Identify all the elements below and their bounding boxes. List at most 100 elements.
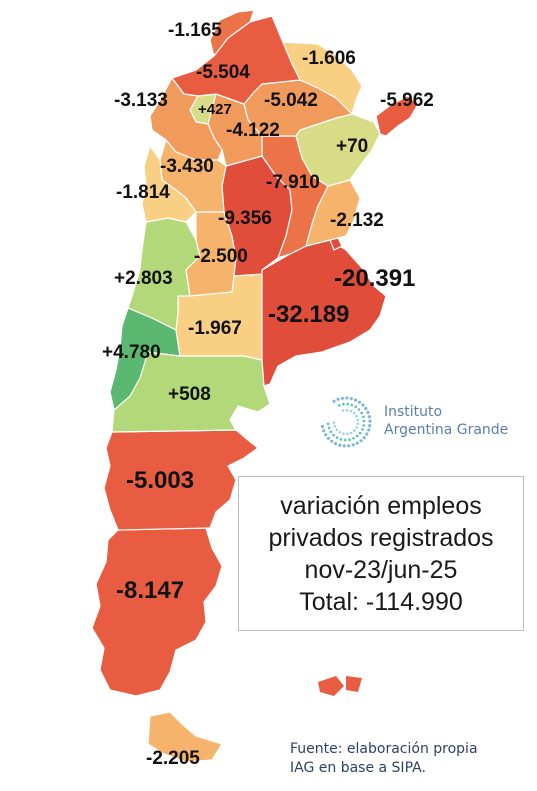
logo-dot: [342, 432, 345, 435]
source-note: Fuente: elaboración propia IAG en base a…: [290, 740, 478, 778]
province-santa-cruz: [91, 527, 223, 697]
logo-dot: [338, 443, 342, 447]
logo-line-2: Argentina Grande: [384, 422, 509, 438]
logo-dot: [355, 414, 358, 418]
logo-dot: [358, 431, 362, 435]
logo-dot: [366, 410, 370, 414]
logo-dot: [349, 409, 353, 413]
label-catamarca: -3.133: [114, 90, 168, 111]
province-misiones: [375, 95, 419, 137]
label-san-juan: -1.814: [116, 182, 170, 203]
source-line-2: IAG en base a SIPA.: [290, 760, 426, 776]
logo-dot: [359, 439, 363, 443]
province-tierra-del-fuego: [147, 711, 223, 763]
source-line-1: Fuente: elaboración propia: [290, 741, 478, 757]
label-san-luis: -2.500: [194, 246, 248, 267]
label-tucuman: +427: [198, 101, 232, 118]
legend-total: Total: -114.990: [299, 587, 463, 616]
logo-dot: [332, 399, 336, 403]
logo-dot: [355, 441, 359, 445]
logo-dot: [329, 430, 333, 434]
province-mendoza: [127, 217, 201, 331]
logo-dot: [320, 424, 324, 429]
label-cordoba: -9.356: [218, 208, 272, 229]
logo-dot: [332, 433, 335, 437]
logo-dot: [332, 421, 336, 424]
logo-dot: [340, 396, 344, 400]
logo-dot: [361, 403, 365, 407]
logo-dot: [365, 432, 369, 436]
logo-dot: [352, 437, 355, 440]
logo-dot: [351, 443, 355, 447]
logo-line-1: Instituto: [384, 404, 443, 420]
label-jujuy: -1.165: [168, 20, 222, 41]
legend-box: variación empleos privados registrados n…: [238, 476, 524, 631]
logo-dot: [356, 418, 360, 422]
label-salta: -5.504: [196, 62, 250, 83]
logo-dot: [355, 434, 359, 438]
province-jujuy: [209, 9, 255, 57]
logo-dot: [354, 405, 357, 409]
province-caba: [329, 237, 343, 251]
logo-dot: [352, 411, 356, 415]
label-chubut: -5.003: [126, 467, 194, 494]
islands-shape: [318, 676, 362, 696]
logo-dot: [345, 396, 349, 400]
logo-dot: [350, 403, 354, 407]
logo-dot: [343, 438, 347, 442]
logo-dot: [348, 438, 351, 441]
logo-dot: [335, 428, 339, 432]
label-tierra-del-fuego: -2.205: [146, 748, 200, 769]
logo-dot: [333, 425, 337, 428]
logo-dot: [326, 436, 330, 440]
label-la-rioja: -3.430: [160, 156, 214, 177]
label-caba: -20.391: [334, 265, 415, 292]
logo-dot: [327, 426, 331, 430]
label-chaco: -5.042: [264, 90, 318, 111]
label-corrientes: +70: [336, 136, 368, 157]
logo-dot: [347, 444, 351, 448]
legend-line-1: variación empleos: [280, 491, 482, 520]
label-la-pampa: -1.967: [188, 318, 242, 339]
logo-dot: [357, 408, 361, 411]
logo-dot: [368, 419, 372, 423]
institute-logo: Instituto Argentina Grande: [318, 392, 518, 452]
instituto-argentina-grande-logo-icon: [320, 396, 372, 448]
logo-dot: [338, 404, 341, 407]
logo-dot: [367, 428, 371, 432]
logo-dot: [360, 411, 363, 415]
logo-dot: [355, 426, 358, 429]
legend-line-2: privados registrados: [268, 523, 494, 552]
logo-dot: [345, 408, 349, 412]
logo-dot: [361, 428, 364, 431]
logo-dot: [362, 424, 365, 427]
logo-text: Instituto Argentina Grande: [384, 403, 508, 439]
logo-dot: [330, 439, 334, 443]
label-santa-fe: -7.910: [266, 172, 320, 193]
logo-dot: [334, 442, 338, 446]
logo-dot: [356, 422, 360, 426]
logo-dot: [364, 406, 368, 411]
label-neuquen: +4.780: [102, 342, 161, 363]
label-misiones: -5.962: [380, 90, 434, 111]
logo-dot: [353, 429, 356, 432]
label-santa-cruz: -8.147: [116, 577, 184, 604]
logo-dot: [349, 397, 353, 401]
logo-dot: [338, 431, 342, 434]
logo-dot: [326, 422, 330, 426]
logo-dot: [357, 400, 362, 404]
label-rio-negro: +508: [168, 384, 211, 405]
logo-dot: [354, 398, 358, 402]
logo-dot: [346, 432, 349, 436]
label-buenos-aires: -32.189: [268, 301, 349, 328]
logo-dot: [336, 397, 340, 401]
logo-dot: [341, 409, 345, 412]
logo-dot: [342, 402, 345, 406]
label-formosa: -1.606: [302, 48, 356, 69]
logo-dot: [362, 419, 366, 423]
logo-dot: [367, 415, 371, 419]
logo-dot: [335, 436, 339, 439]
label-mendoza: +2.803: [114, 268, 173, 289]
logo-dot: [324, 433, 328, 437]
